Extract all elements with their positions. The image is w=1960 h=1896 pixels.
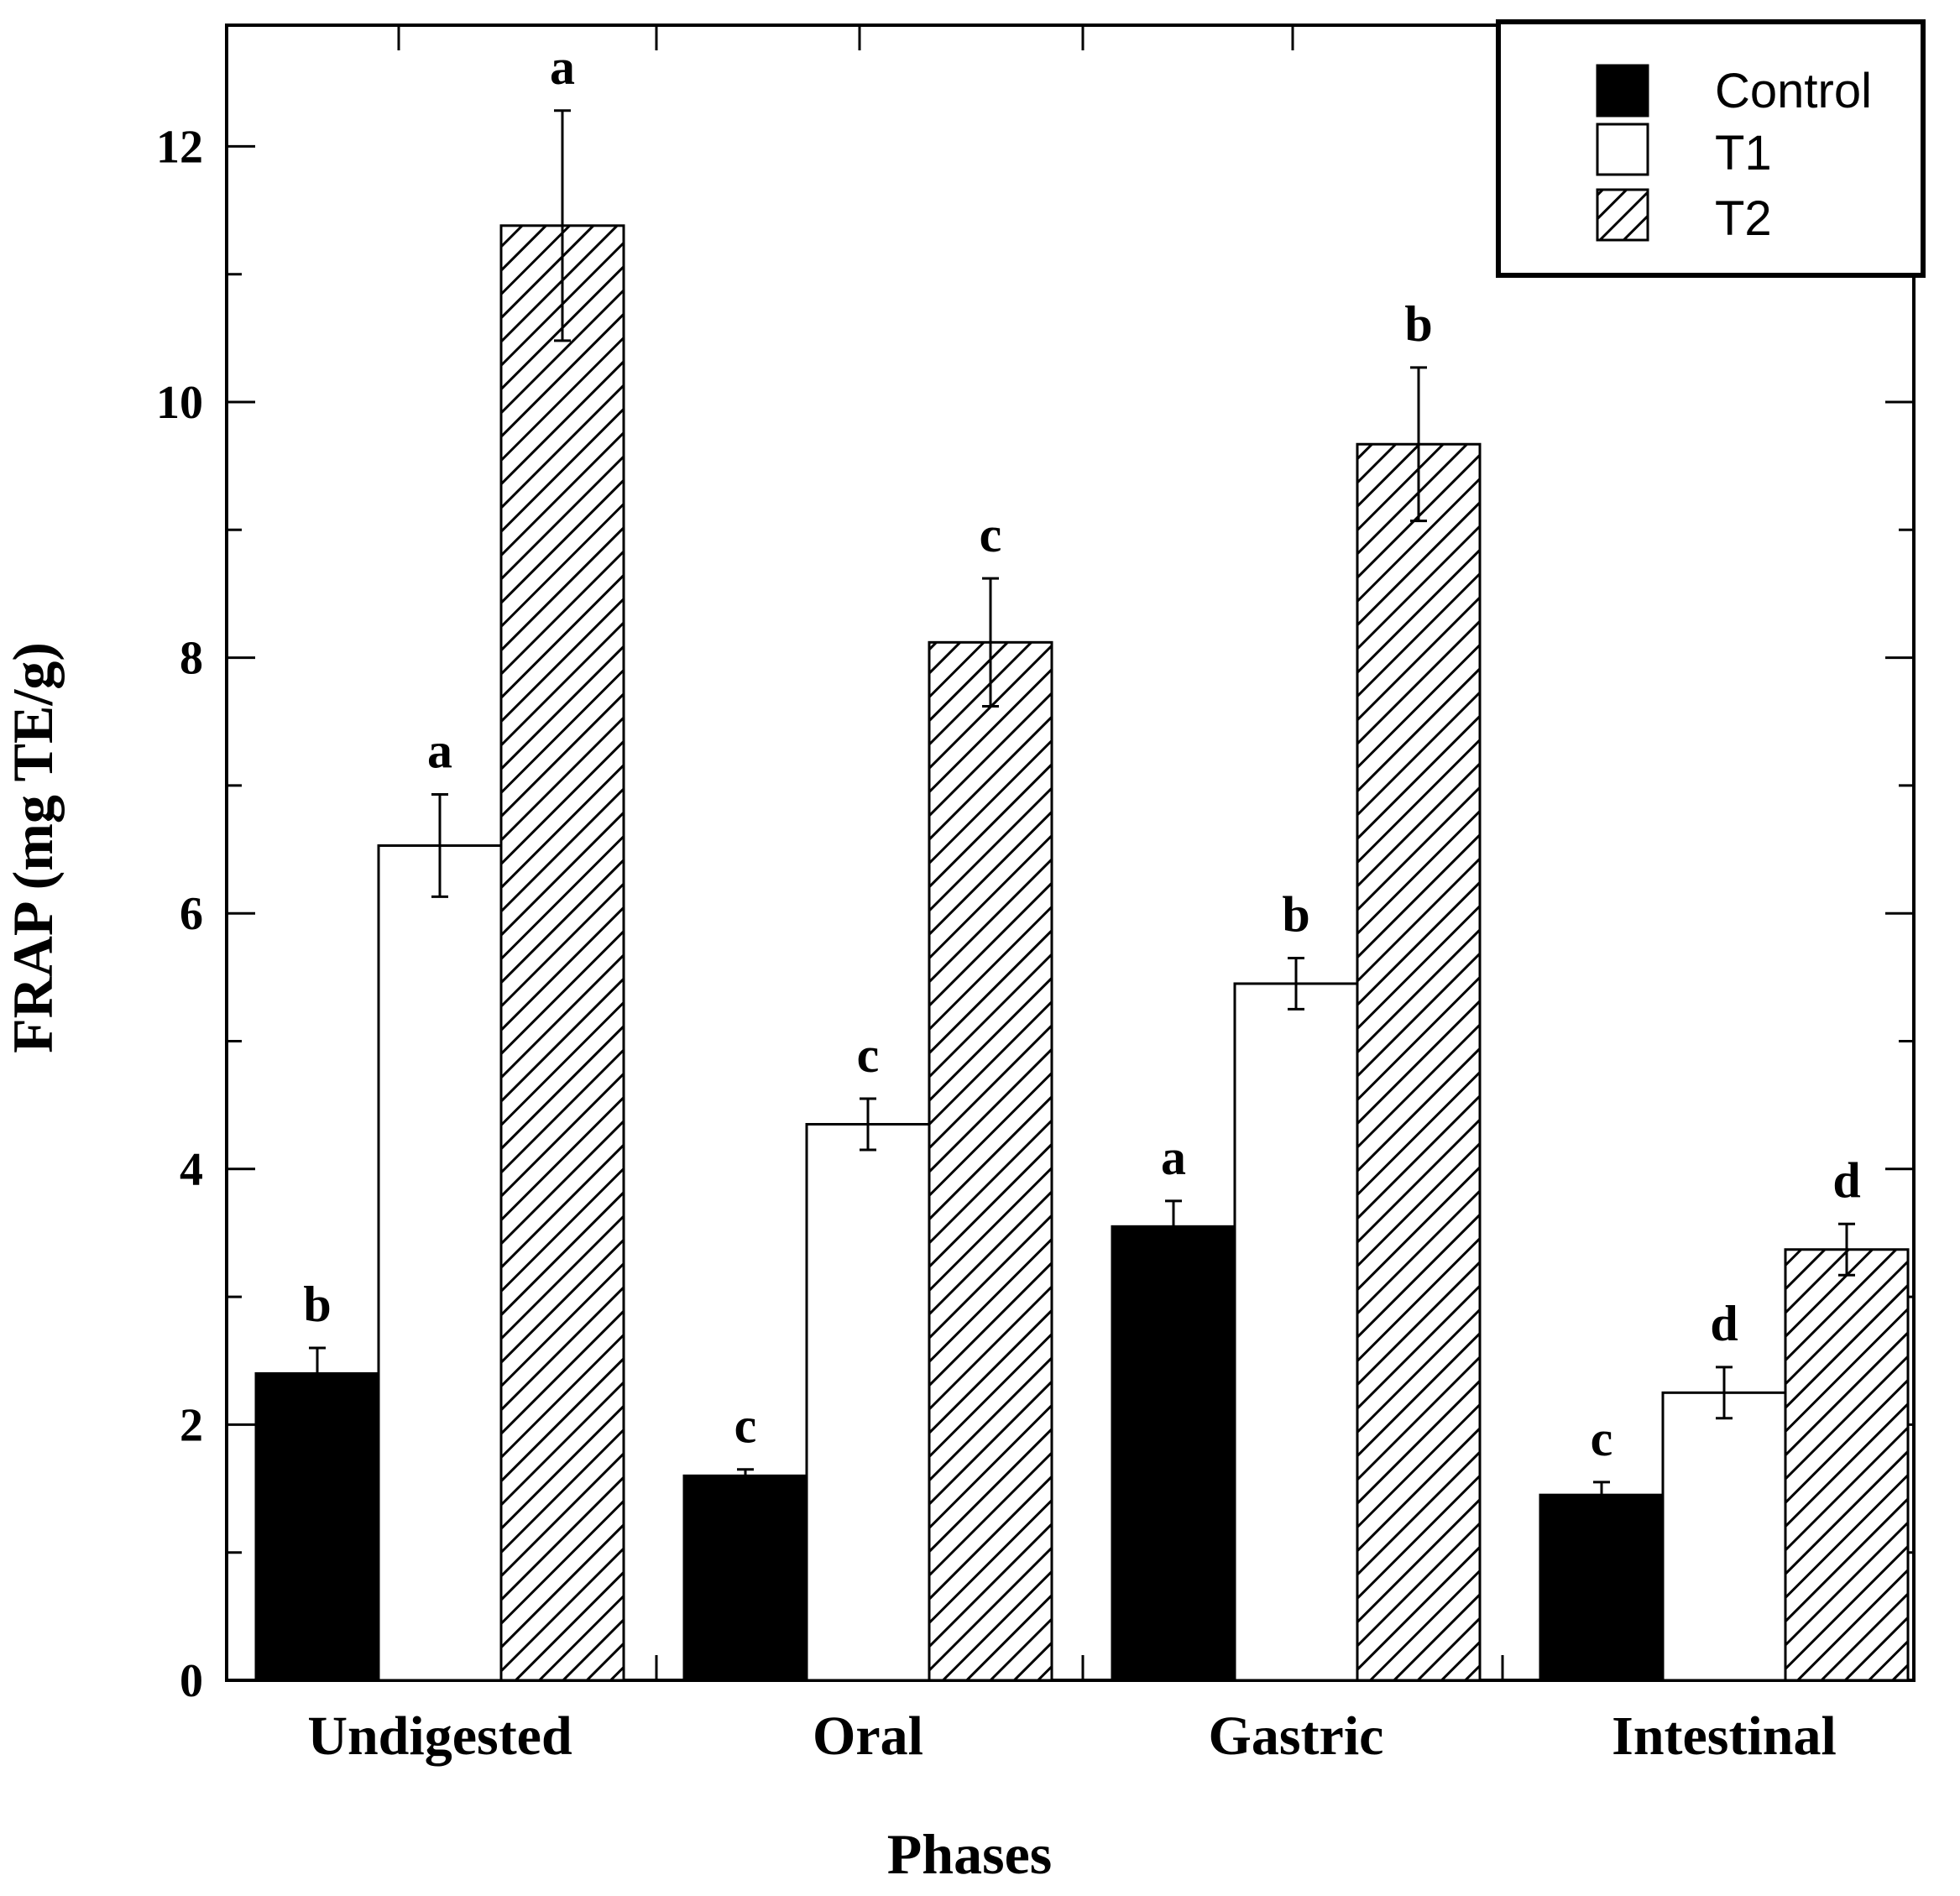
bar-t2-oral: [928, 640, 1053, 1682]
significance-letter: c: [980, 507, 1002, 562]
significance-letter: d: [1710, 1296, 1738, 1351]
bar-control-oral: [682, 1474, 808, 1682]
significance-letter: a: [550, 39, 575, 95]
y-axis-title: FRAP (mg TE/g): [1, 642, 65, 1053]
legend-swatch-control: [1596, 64, 1649, 118]
plot-frame: [225, 24, 1916, 1682]
significance-letter: c: [1591, 1411, 1613, 1466]
category-label: Gastric: [1209, 1705, 1384, 1767]
y-tick-label: 8: [180, 633, 203, 685]
y-tick-label: 6: [180, 888, 203, 940]
significance-letter: b: [1404, 296, 1432, 352]
significance-letter: c: [857, 1027, 880, 1083]
y-tick-label: 12: [156, 121, 203, 173]
legend-label-t2: T2: [1715, 191, 1772, 246]
significance-letter: c: [734, 1398, 757, 1454]
bar-control-undigested: [254, 1371, 380, 1682]
significance-letters: b a a c c c a b b c d d: [303, 39, 1860, 1466]
bars: [254, 224, 1910, 1682]
legend-swatch-t1: [1596, 123, 1649, 176]
y-tick-label: 4: [180, 1144, 203, 1196]
category-label: Intestinal: [1612, 1705, 1837, 1767]
legend-label-control: Control: [1715, 64, 1872, 118]
bar-control-intestinal: [1539, 1493, 1665, 1682]
legend: Control T1 T2: [1496, 19, 1926, 278]
bar-control-gastric: [1111, 1225, 1236, 1682]
legend-swatch-t2: [1596, 188, 1649, 242]
significance-letter: d: [1832, 1152, 1860, 1208]
legend-frame: [1496, 19, 1926, 278]
significance-letter: b: [303, 1277, 331, 1332]
bar-t2-gastric: [1356, 442, 1482, 1682]
x-axis-category-labels: Undigested Oral Gastric Intestinal: [307, 1705, 1837, 1767]
category-label: Undigested: [307, 1705, 572, 1767]
bar-t1-intestinal: [1661, 1391, 1787, 1682]
y-tick-label: 10: [156, 377, 203, 429]
significance-letter: b: [1282, 887, 1309, 943]
bar-t2-undigested: [499, 224, 625, 1682]
significance-letter: a: [427, 723, 452, 779]
error-bars: [309, 109, 1855, 1509]
significance-letter: a: [1161, 1130, 1186, 1185]
y-tick-label: 0: [180, 1655, 203, 1707]
bar-t1-undigested: [377, 844, 503, 1682]
bar-t2-intestinal: [1784, 1248, 1910, 1682]
legend-label-t1: T1: [1715, 126, 1772, 180]
bar-t1-oral: [805, 1122, 931, 1682]
x-axis-title: Phases: [887, 1822, 1052, 1886]
y-tick-label: 2: [180, 1399, 203, 1451]
y-axis-ticks: 0 2 4 6 8 10 12: [156, 121, 1914, 1707]
category-label: Oral: [813, 1705, 923, 1767]
bar-t1-gastric: [1233, 982, 1359, 1682]
